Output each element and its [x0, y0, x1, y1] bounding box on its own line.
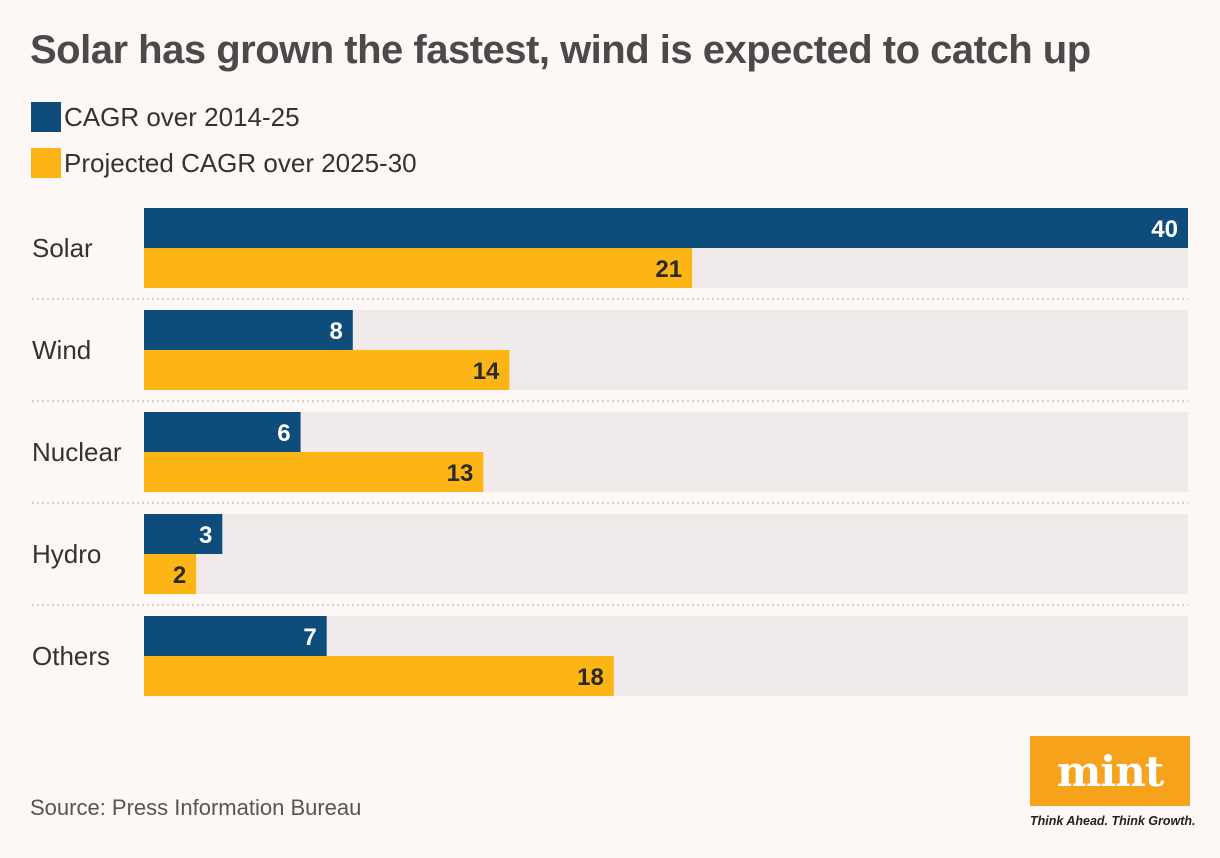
legend-item-series-1: CAGR over 2014-25: [31, 102, 417, 132]
bar-others-series-1: [144, 616, 327, 656]
data-label-wind-series-2: 14: [473, 358, 500, 385]
chart-title: Solar has grown the fastest, wind is exp…: [30, 28, 1091, 72]
logo-text: mint: [1056, 746, 1164, 796]
bar-others-series-2: [144, 656, 614, 696]
legend-label-series-2: Projected CAGR over 2025-30: [64, 147, 417, 178]
data-label-others-series-1: 7: [303, 624, 316, 651]
bar-chart: Solar 40 21 Wind 8 14 Nuclear 6 13 Hydro 32 Others 7…: [32, 208, 1188, 696]
bar-solar-series-1: [144, 208, 1188, 248]
data-label-nuclear-series-2: 13: [447, 460, 474, 487]
category-label-nuclear: Nuclear: [32, 437, 122, 467]
bar-wind-series-2: [144, 350, 510, 390]
data-label-hydro-series-1: 3: [199, 522, 212, 549]
data-label-others-series-2: 18: [577, 664, 604, 691]
brand-tagline: Think Ahead. Think Growth.: [1030, 814, 1196, 828]
bar-solar-series-2: [144, 248, 693, 288]
category-label-others: Others: [32, 641, 110, 671]
data-label-hydro-series-2: 2: [173, 562, 186, 589]
bar-nuclear-series-1: [144, 412, 301, 452]
legend-swatch-series-1: [31, 102, 61, 132]
bar-hydro-series-2: [144, 554, 197, 594]
category-label-hydro: Hydro: [32, 539, 101, 569]
source-note: Source: Press Information Bureau: [30, 795, 362, 820]
bar-nuclear-series-2: [144, 452, 484, 492]
category-label-solar: Solar: [32, 233, 93, 263]
data-label-nuclear-series-1: 6: [277, 420, 290, 447]
legend-item-series-2: Projected CAGR over 2025-30: [31, 148, 417, 178]
data-label-solar-series-2: 21: [655, 256, 682, 283]
data-label-wind-series-1: 8: [329, 318, 342, 345]
legend-label-series-1: CAGR over 2014-25: [64, 101, 300, 132]
row-track-hydro: [144, 514, 1188, 594]
legend-swatch-series-2: [31, 148, 61, 178]
legend: CAGR over 2014-25 Projected CAGR over 20…: [31, 102, 417, 194]
category-label-wind: Wind: [32, 335, 91, 365]
mint-logo: mint: [1030, 736, 1190, 806]
data-label-solar-series-1: 40: [1151, 216, 1178, 243]
bar-hydro-series-1: [144, 514, 223, 554]
bar-wind-series-1: [144, 310, 353, 350]
